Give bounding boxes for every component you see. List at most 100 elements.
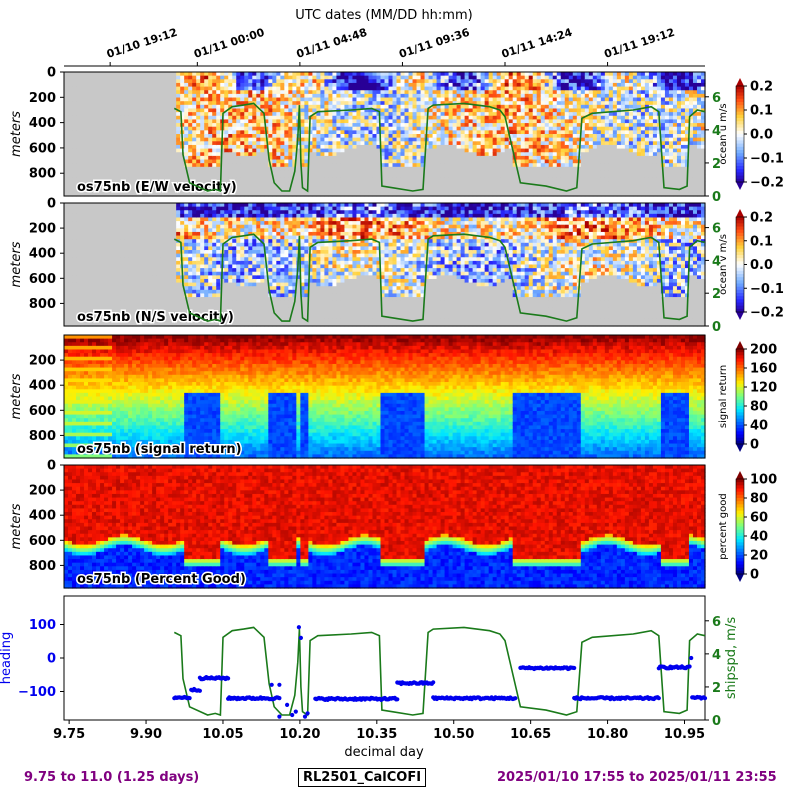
heatmap-cell [196, 192, 201, 197]
heatmap-cell [76, 134, 81, 139]
heatmap-cell [104, 174, 109, 179]
heatmap-cell [312, 174, 317, 179]
heatmap-cell [588, 126, 594, 131]
heatmap-cell [592, 90, 598, 95]
heatmap-cell [116, 159, 121, 164]
heatmap-cell [160, 123, 165, 128]
heatmap-cell [460, 144, 466, 150]
heatmap-cell [424, 108, 430, 113]
heatmap-cell [360, 148, 366, 153]
heatmap-cell [292, 112, 297, 117]
heatmap-cell [380, 155, 386, 161]
heatmap-cell [168, 134, 173, 139]
heatmap-cell [576, 79, 582, 84]
heatmap-cell [612, 86, 618, 91]
heatmap-cell [140, 134, 145, 139]
heatmap-cell [328, 119, 334, 124]
heatmap-cell [180, 115, 185, 121]
heatmap-cell [636, 134, 642, 139]
heatmap-cell [304, 75, 309, 80]
heatmap-cell [300, 82, 305, 88]
heatmap-cell [356, 130, 362, 135]
heatmap-cell [280, 101, 285, 106]
heatmap-cell [208, 130, 213, 135]
heatmap-cell [204, 174, 209, 179]
heatmap-cell [224, 82, 229, 88]
heatmap-cell [184, 163, 189, 168]
heatmap-cell [624, 72, 630, 77]
heatmap-cell [332, 101, 338, 106]
heatmap-cell [548, 166, 554, 172]
heatmap-cell [316, 148, 321, 153]
heatmap-cell [548, 115, 554, 121]
heatmap-cell [364, 177, 370, 183]
heatmap-cell [480, 119, 486, 124]
heatmap-cell [380, 192, 386, 197]
heatmap-cell [376, 86, 382, 91]
heatmap-cell [616, 93, 622, 99]
heatmap-cell [492, 185, 498, 190]
heatmap-cell [628, 192, 634, 197]
heatmap-cell [236, 97, 241, 102]
heatmap-cell [232, 126, 237, 131]
heatmap-cell [260, 159, 265, 164]
heatmap-cell [612, 93, 618, 99]
heatmap-cell [568, 123, 574, 128]
heatmap-cell [368, 112, 374, 117]
heatmap-cell [260, 174, 265, 179]
heatmap-cell [288, 108, 293, 113]
heatmap-cell [372, 72, 378, 77]
heatmap-cell [472, 75, 478, 80]
heatmap-cell [592, 112, 598, 117]
heatmap-cell [152, 93, 157, 99]
heatmap-cell [264, 108, 269, 113]
heatmap-cell [172, 82, 177, 88]
heatmap-cell [188, 90, 193, 95]
heatmap-cell [92, 130, 97, 135]
heatmap-cell [160, 112, 165, 117]
heatmap-cell [152, 188, 157, 193]
heatmap-cell [380, 163, 386, 168]
heatmap-cell [244, 101, 249, 106]
heatmap-cell [88, 144, 93, 150]
heatmap-cell [336, 134, 342, 139]
heatmap-cell [132, 181, 137, 186]
heatmap-cell [584, 174, 590, 179]
heatmap-cell [108, 144, 113, 150]
heatmap-cell [200, 141, 205, 146]
heatmap-cell [364, 93, 370, 99]
heatmap-cell [284, 144, 289, 150]
heatmap-cell [384, 112, 390, 117]
heatmap-cell [224, 126, 229, 131]
heatmap-cell [208, 152, 213, 157]
heatmap-cell [304, 115, 309, 121]
heatmap-cell [476, 123, 482, 128]
heatmap-cell [508, 177, 514, 183]
heatmap-cell [336, 141, 342, 146]
heatmap-cell [516, 119, 522, 124]
heatmap-cell [176, 112, 181, 117]
heatmap-cell [336, 126, 342, 131]
heatmap-cell [248, 155, 253, 161]
heatmap-cell [484, 90, 490, 95]
heatmap-cell [276, 174, 281, 179]
heatmap-cell [308, 130, 313, 135]
heatmap-cell [200, 192, 205, 197]
heatmap-cell [308, 181, 313, 186]
heatmap-cell [276, 108, 281, 113]
heatmap-cell [216, 90, 221, 95]
heatmap-cell [168, 104, 173, 110]
heatmap-cell [288, 90, 293, 95]
heatmap-cell [144, 72, 149, 77]
heatmap-cell [260, 166, 265, 172]
heatmap-cell [280, 104, 285, 110]
heatmap-cell [192, 137, 197, 142]
heatmap-cell [592, 130, 598, 135]
heatmap-cell [232, 82, 237, 88]
heatmap-cell [508, 97, 514, 102]
heatmap-cell [140, 126, 145, 131]
heatmap-cell [176, 79, 181, 84]
heatmap-cell [528, 101, 534, 106]
heatmap-cell [88, 155, 93, 161]
